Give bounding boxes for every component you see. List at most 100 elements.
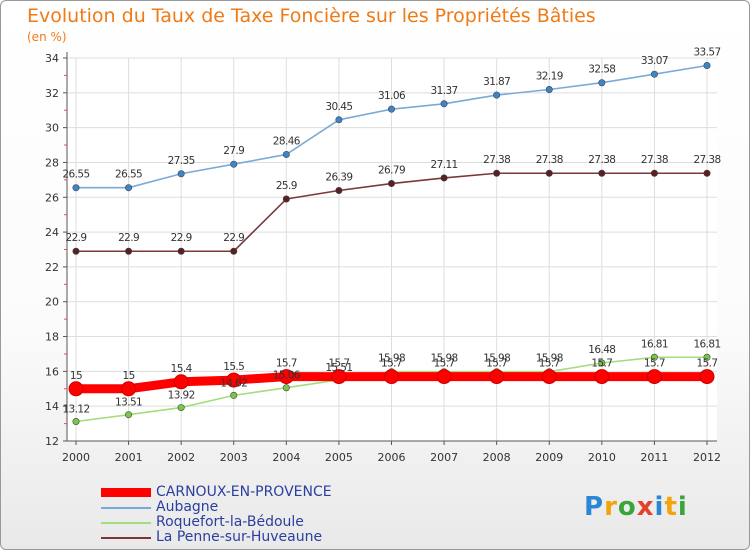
proxiti-logo: Proxiti xyxy=(584,492,688,522)
data-label: 13.92 xyxy=(168,390,195,402)
legend-label-carnoux: CARNOUX-EN-PROVENCE xyxy=(156,484,332,500)
x-tick-label: 2006 xyxy=(378,451,406,464)
data-point xyxy=(230,247,238,255)
data-label: 15.98 xyxy=(483,353,510,365)
data-label: 15.7 xyxy=(381,358,402,370)
data-point xyxy=(177,404,185,412)
data-point xyxy=(493,169,501,177)
legend-label-la-penne: La Penne-sur-Huveaune xyxy=(156,529,323,545)
data-label: 26.55 xyxy=(62,169,89,181)
logo-letter: t xyxy=(664,492,678,522)
data-point xyxy=(598,79,606,87)
x-tick-label: 2010 xyxy=(588,451,616,464)
y-tick-label: 16 xyxy=(45,365,59,378)
data-point xyxy=(173,374,189,390)
data-point xyxy=(703,169,711,177)
data-label: 15.5 xyxy=(223,361,244,373)
data-point xyxy=(440,100,448,108)
data-point xyxy=(489,369,505,385)
data-label: 15.98 xyxy=(378,353,405,365)
data-label: 26.55 xyxy=(115,169,142,181)
data-point xyxy=(387,105,395,113)
logo-letter: P xyxy=(584,492,605,522)
legend-swatch-la-penne xyxy=(101,537,151,539)
data-point xyxy=(387,180,395,188)
x-tick-label: 2007 xyxy=(430,451,458,464)
logo-letter: o xyxy=(617,492,637,522)
data-point xyxy=(282,195,290,203)
data-label: 15.98 xyxy=(536,353,563,365)
data-point xyxy=(335,116,343,124)
logo-letter: x xyxy=(636,492,655,522)
x-tick-label: 2002 xyxy=(167,451,195,464)
data-point xyxy=(384,369,399,385)
data-label: 33.57 xyxy=(693,46,720,58)
data-label: 27.35 xyxy=(168,155,195,167)
x-tick-label: 2009 xyxy=(535,451,563,464)
x-tick-label: 2001 xyxy=(115,451,143,464)
data-label: 15 xyxy=(70,370,82,382)
data-label: 15.06 xyxy=(273,370,301,382)
x-tick-label: 2004 xyxy=(272,451,300,464)
data-label: 22.9 xyxy=(223,232,244,244)
data-label: 32.58 xyxy=(588,64,615,76)
data-label: 26.39 xyxy=(325,171,352,183)
data-label: 30.45 xyxy=(325,101,352,113)
data-point xyxy=(650,70,658,78)
data-point xyxy=(177,170,185,178)
data-point xyxy=(282,150,290,158)
data-label: 27.38 xyxy=(483,154,510,166)
data-label: 31.87 xyxy=(483,76,510,88)
data-label: 22.9 xyxy=(66,232,87,244)
data-label: 33.07 xyxy=(641,55,668,67)
data-label: 22.9 xyxy=(171,232,192,244)
data-label: 25.9 xyxy=(276,180,297,192)
legend-swatch-aubagne xyxy=(101,507,151,509)
data-label: 15.7 xyxy=(591,358,612,370)
data-label: 15.98 xyxy=(431,353,458,365)
y-tick-label: 14 xyxy=(45,400,59,413)
data-point xyxy=(541,369,557,385)
x-tick-label: 2012 xyxy=(693,451,721,464)
data-label: 28.46 xyxy=(273,135,301,147)
data-point xyxy=(440,174,448,182)
logo-letter: i xyxy=(654,492,665,522)
data-point xyxy=(703,61,711,69)
data-point xyxy=(594,369,610,385)
data-point xyxy=(493,91,501,99)
y-tick-label: 22 xyxy=(45,261,59,274)
data-point xyxy=(331,369,347,385)
legend-swatch-carnoux xyxy=(101,488,151,497)
data-point xyxy=(72,418,80,426)
data-point xyxy=(598,169,606,177)
y-tick-label: 30 xyxy=(45,122,59,135)
data-label: 27.38 xyxy=(693,154,720,166)
data-label: 15.7 xyxy=(434,358,455,370)
data-point xyxy=(72,247,80,255)
y-tick-label: 34 xyxy=(45,52,59,65)
data-label: 15 xyxy=(122,370,134,382)
data-point xyxy=(650,353,658,361)
data-label: 15.7 xyxy=(539,358,560,370)
logo-letter: r xyxy=(604,492,618,522)
data-point xyxy=(125,247,133,255)
data-point xyxy=(545,86,553,94)
data-point xyxy=(646,369,662,385)
y-tick-label: 24 xyxy=(45,226,59,239)
data-point xyxy=(68,381,84,397)
data-label: 15.51 xyxy=(325,362,352,374)
data-label: 26.79 xyxy=(378,165,405,177)
x-tick-label: 2003 xyxy=(220,451,248,464)
chart-title: Evolution du Taux de Taxe Foncière sur l… xyxy=(27,5,596,27)
data-label: 13.51 xyxy=(115,397,142,409)
data-label: 15.7 xyxy=(697,358,718,370)
y-tick-label: 26 xyxy=(45,191,59,204)
data-point xyxy=(125,184,133,192)
y-tick-label: 28 xyxy=(45,156,59,169)
y-tick-label: 18 xyxy=(45,331,59,344)
x-tick-label: 2008 xyxy=(483,451,511,464)
data-point xyxy=(226,372,242,388)
data-label: 31.37 xyxy=(431,85,458,97)
y-tick-label: 20 xyxy=(45,296,59,309)
